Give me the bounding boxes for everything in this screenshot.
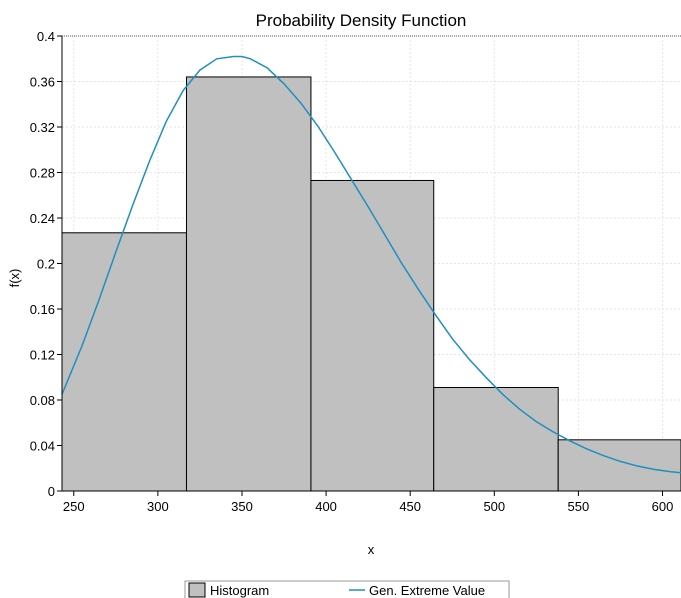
x-tick-label: 400 bbox=[315, 499, 337, 514]
x-tick-label: 550 bbox=[568, 499, 590, 514]
y-axis-title: f(x) bbox=[7, 269, 22, 288]
histogram-bar bbox=[433, 386, 559, 492]
bars-layer bbox=[61, 76, 681, 492]
y-tick-label: 0 bbox=[48, 484, 55, 499]
x-tick-label: 500 bbox=[483, 499, 505, 514]
legend-box bbox=[184, 580, 510, 598]
gev-curve bbox=[61, 55, 681, 474]
y-tick-label: 0.4 bbox=[37, 29, 55, 44]
histogram-bar bbox=[185, 76, 312, 492]
x-tick-label: 600 bbox=[652, 499, 674, 514]
histogram-bar bbox=[61, 232, 187, 492]
y-tick-label: 0.04 bbox=[30, 439, 55, 454]
legend-histogram-swatch bbox=[188, 582, 206, 598]
y-tick-label: 0.28 bbox=[30, 166, 55, 181]
chart-title: Probability Density Function bbox=[256, 11, 467, 30]
y-tick-label: 0.12 bbox=[30, 348, 55, 363]
x-tick-label: 300 bbox=[147, 499, 169, 514]
legend-histogram-label: Histogram bbox=[210, 583, 269, 598]
legend-gev-label: Gen. Extreme Value bbox=[369, 583, 485, 598]
y-tick-label: 0.16 bbox=[30, 302, 55, 317]
x-axis-title: x bbox=[368, 542, 375, 557]
x-tick-label: 350 bbox=[231, 499, 253, 514]
y-tick-label: 0.36 bbox=[30, 75, 55, 90]
y-tick-label: 0.2 bbox=[37, 257, 55, 272]
y-tick-label: 0.32 bbox=[30, 120, 55, 135]
x-tick-label: 250 bbox=[63, 499, 85, 514]
x-tick-label: 450 bbox=[399, 499, 421, 514]
histogram-bar bbox=[557, 439, 681, 492]
ticks-layer: 0 0.04 0.08 0.12 0.16 0.2 0.24 0.28 0.32 0.36 0.4 2… bbox=[30, 29, 674, 514]
curve-layer bbox=[61, 55, 681, 474]
histogram-bar bbox=[310, 179, 435, 492]
y-tick-label: 0.08 bbox=[30, 393, 55, 408]
y-tick-label: 0.24 bbox=[30, 211, 55, 226]
legend: Histogram Gen. Extreme Value bbox=[184, 580, 510, 598]
